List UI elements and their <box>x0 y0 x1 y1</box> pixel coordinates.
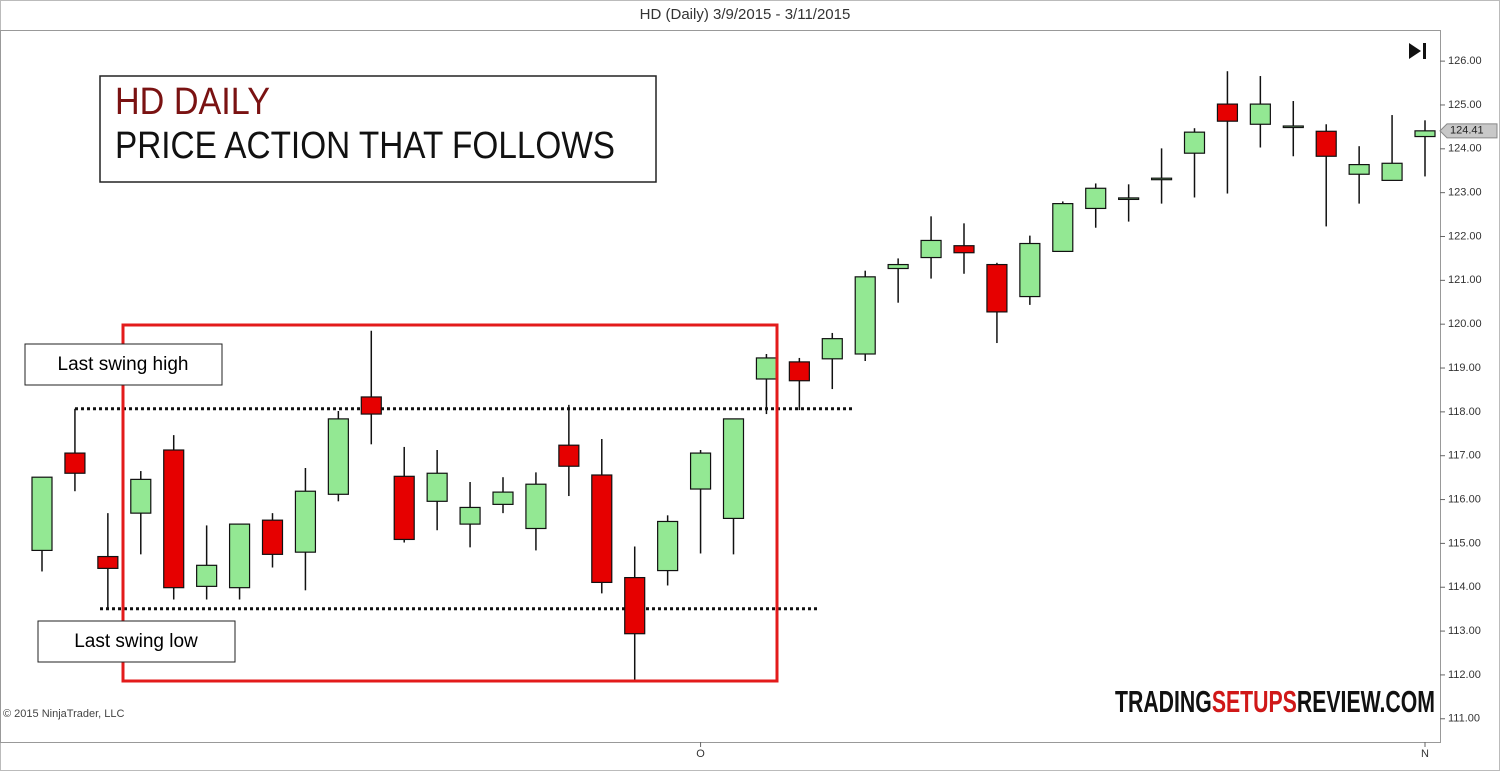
candle-body <box>261 519 284 555</box>
candle-body <box>887 263 909 270</box>
candle-body <box>657 520 679 572</box>
y-tick-label: 114.00 <box>1448 581 1481 593</box>
swing-high-box <box>24 343 223 386</box>
candle-body <box>821 338 843 360</box>
watermark-part: REVIEW.COM <box>1297 684 1435 719</box>
y-tick-label: 112.00 <box>1448 669 1481 681</box>
swing-low-box <box>37 620 236 663</box>
annotation-subtitle: PRICE ACTION THAT FOLLOWS <box>115 125 615 167</box>
candle-body <box>591 474 613 584</box>
candle-body <box>1249 103 1271 125</box>
candle-body <box>97 555 119 569</box>
candle-body <box>1183 131 1206 154</box>
candle-body <box>228 523 251 589</box>
candle-body <box>1118 197 1140 201</box>
candle-body <box>130 478 152 514</box>
candle-body <box>393 475 415 541</box>
candle-body <box>1414 130 1436 138</box>
candle-body <box>1019 242 1041 298</box>
watermark-part: TRADING <box>1115 684 1212 719</box>
y-tick-label: 113.00 <box>1448 625 1481 637</box>
candle-body <box>294 490 317 553</box>
x-tick-label: N <box>1421 748 1429 760</box>
swing-high-label: Last swing high <box>58 354 189 375</box>
candle-body <box>327 418 349 495</box>
candle-body <box>1150 177 1173 181</box>
candle-body <box>689 452 712 490</box>
candle-body <box>492 491 514 505</box>
y-tick-label: 120.00 <box>1448 318 1482 330</box>
copyright: © 2015 NinjaTrader, LLC <box>3 708 124 720</box>
swing-low-label: Last swing low <box>74 631 198 652</box>
candle-body <box>788 361 810 382</box>
candle-body <box>755 357 778 380</box>
candle-body <box>1052 203 1074 253</box>
y-tick-label: 111.00 <box>1448 713 1480 725</box>
y-tick-label: 119.00 <box>1448 362 1481 374</box>
candle-body <box>854 276 876 355</box>
candle-body <box>1348 163 1370 175</box>
candle-body <box>558 444 580 467</box>
plot-layer <box>31 71 1436 682</box>
candle-body <box>196 564 218 587</box>
watermark: TRADINGSETUPSREVIEW.COM <box>1115 684 1435 719</box>
y-tick-label: 116.00 <box>1448 493 1481 505</box>
candle-body <box>953 245 975 254</box>
candle-body <box>1315 130 1337 157</box>
candle-body <box>624 576 646 635</box>
candle-body <box>1085 187 1107 210</box>
y-tick-label: 123.00 <box>1448 187 1482 199</box>
candle-body <box>1282 125 1304 129</box>
candle-body <box>426 472 448 502</box>
y-tick-label: 122.00 <box>1448 230 1482 242</box>
candle-body <box>459 506 481 525</box>
y-tick-label: 117.00 <box>1448 450 1481 462</box>
candle-body <box>722 418 745 520</box>
y-tick-label: 118.00 <box>1448 406 1481 418</box>
candle-body <box>920 239 942 259</box>
y-tick-label: 126.00 <box>1448 55 1482 67</box>
y-tick-label: 121.00 <box>1448 274 1482 286</box>
highlight-box <box>121 323 779 683</box>
annotation-title: HD DAILY <box>115 81 270 123</box>
candle-body <box>1381 162 1403 181</box>
candle-body <box>1216 103 1239 122</box>
candle-body <box>163 449 185 589</box>
annotation-box <box>99 75 657 183</box>
x-tick-label: O <box>696 748 705 760</box>
y-tick-label: 124.00 <box>1448 143 1482 155</box>
last-price-label: 124.41 <box>1450 125 1484 137</box>
y-tick-label: 125.00 <box>1448 99 1482 111</box>
chart-title: HD (Daily) 3/9/2015 - 3/11/2015 <box>640 6 851 23</box>
watermark-part: SETUPS <box>1212 684 1297 719</box>
last-price-marker <box>1439 123 1498 139</box>
y-tick-label: 115.00 <box>1448 537 1481 549</box>
candle-body <box>986 263 1008 313</box>
scroll-end-icon[interactable] <box>1409 43 1426 59</box>
candle-body <box>360 396 382 415</box>
candle-body <box>31 476 53 552</box>
candle-body <box>64 452 86 474</box>
candle-body <box>525 483 547 530</box>
